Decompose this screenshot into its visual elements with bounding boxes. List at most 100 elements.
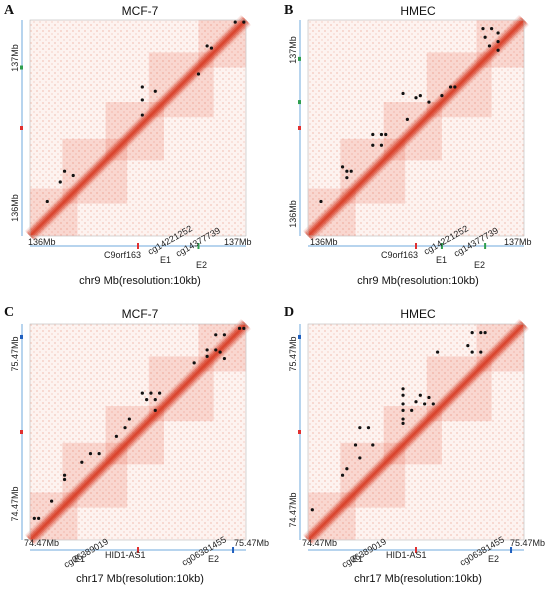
- loop-dot: [222, 356, 226, 361]
- loop-dot: [114, 434, 118, 438]
- x-axis-label: chr17 Mb(resolution:10kb): [354, 573, 482, 585]
- loop-dot: [418, 393, 422, 397]
- loop-dot: [453, 85, 457, 89]
- loop-dot: [401, 387, 405, 391]
- bottom-track-marker: [510, 547, 513, 553]
- y-top-label: 137Mb: [10, 44, 20, 72]
- loop-dot: [427, 100, 431, 104]
- gene-label-c9orf163: C9orf163: [381, 250, 418, 260]
- loop-dot: [127, 417, 131, 421]
- bottom-track-marker: [137, 243, 139, 249]
- x-left-label: 74.47Mb: [24, 538, 59, 548]
- gene-label-c9orf163: C9orf163: [104, 250, 141, 260]
- y-bottom-label: 74.47Mb: [288, 492, 298, 527]
- loop-dot: [32, 516, 36, 521]
- loop-dot: [62, 169, 67, 173]
- loop-dot: [153, 89, 157, 93]
- loop-dot: [405, 117, 409, 121]
- loop-dot: [242, 326, 246, 330]
- loop-dot: [427, 395, 431, 400]
- loop-dot: [470, 331, 474, 335]
- gene-label-e1: E1: [352, 554, 363, 564]
- loop-dot: [345, 176, 349, 180]
- x-left-label: 136Mb: [310, 237, 338, 247]
- loop-dot: [140, 113, 144, 117]
- loop-dot: [448, 85, 453, 89]
- x-left-label: 74.47Mb: [302, 538, 337, 548]
- x-right-label: 137Mb: [504, 237, 532, 247]
- panel-title: HMEC: [400, 4, 436, 18]
- x-axis-label: chr9 Mb(resolution:10kb): [79, 275, 201, 287]
- y-top-label: 137Mb: [288, 36, 298, 64]
- y-bottom-label: 136Mb: [288, 200, 298, 228]
- diagonal-band: [307, 19, 525, 237]
- loop-dot: [414, 400, 418, 404]
- bottom-track-marker: [232, 547, 235, 553]
- loop-dot: [140, 98, 144, 102]
- panel-a: A MCF-7 137Mb 136Mb 136Mb 137Mb C9orf163…: [4, 3, 252, 287]
- left-track-marker: [298, 126, 301, 130]
- loop-dot: [418, 94, 422, 98]
- loop-dot: [97, 452, 101, 456]
- left-track-marker: [20, 65, 23, 70]
- gene-label-hid1-as1: HID1-AS1: [105, 550, 146, 560]
- loop-dot: [371, 132, 375, 137]
- loop-dot: [349, 169, 353, 173]
- bottom-track-marker: [440, 243, 443, 249]
- gene-label-e2: E2: [208, 554, 219, 564]
- loop-dot: [233, 20, 237, 24]
- loop-dot: [214, 333, 218, 337]
- loop-dot: [436, 350, 440, 354]
- heatmap-border: [29, 323, 247, 541]
- x-right-label: 137Mb: [224, 237, 252, 247]
- loop-dot: [237, 326, 242, 330]
- panel-title: HMEC: [400, 307, 436, 321]
- loop-dot: [345, 467, 349, 471]
- loop-dot: [401, 421, 405, 425]
- gene-label-e2: E2: [196, 260, 207, 270]
- y-top-label: 75.47Mb: [10, 336, 20, 371]
- panel-b: B HMEC 137Mb 136Mb 136Mb 137Mb C9orf163 …: [284, 3, 532, 287]
- loop-dot: [192, 361, 196, 365]
- x-left-label: 136Mb: [28, 237, 56, 247]
- heatmap: [20, 319, 251, 553]
- panel-c: C MCF-7 75.47Mb 74.47Mb 74.47Mb 75.47Mb …: [4, 305, 269, 585]
- heatmap-border: [307, 19, 525, 237]
- loop-dot: [401, 402, 405, 406]
- loop-dot: [496, 48, 500, 52]
- left-track-marker: [20, 430, 23, 434]
- loop-dot: [366, 426, 371, 430]
- diagonal-band: [29, 323, 247, 541]
- loop-dot: [140, 391, 144, 395]
- loop-dot: [440, 94, 444, 98]
- loop-dot: [466, 344, 470, 348]
- loop-dot: [401, 417, 405, 421]
- loop-dot: [62, 477, 67, 482]
- loop-dot: [242, 20, 246, 24]
- panel-letter: C: [4, 305, 14, 320]
- loop-dot: [481, 27, 485, 31]
- panel-letter: D: [284, 305, 294, 320]
- loop-dot: [401, 393, 405, 397]
- loop-dot: [205, 44, 209, 48]
- loop-dot: [310, 508, 314, 512]
- loop-dot: [470, 350, 474, 354]
- left-track-marker: [20, 334, 23, 339]
- loop-dot: [490, 27, 494, 31]
- loop-dot: [496, 40, 500, 44]
- bottom-track-marker: [137, 547, 139, 553]
- loop-dot: [353, 443, 358, 447]
- left-track-marker: [298, 430, 301, 434]
- diagonal-band: [307, 323, 525, 541]
- left-track-marker: [298, 56, 301, 61]
- left-track-marker: [20, 126, 23, 130]
- gene-label-cg06389019: cg06389019: [340, 536, 388, 569]
- y-top-label: 75.47Mb: [288, 336, 298, 371]
- loop-dot: [50, 499, 54, 503]
- x-right-label: 75.47Mb: [234, 538, 269, 548]
- panel-d: D HMEC 75.47Mb 74.47Mb 74.47Mb 75.47Mb c…: [284, 305, 545, 585]
- loop-dot: [431, 402, 435, 406]
- heatmap: [298, 15, 529, 249]
- gene-label-hid1-as1: HID1-AS1: [386, 550, 427, 560]
